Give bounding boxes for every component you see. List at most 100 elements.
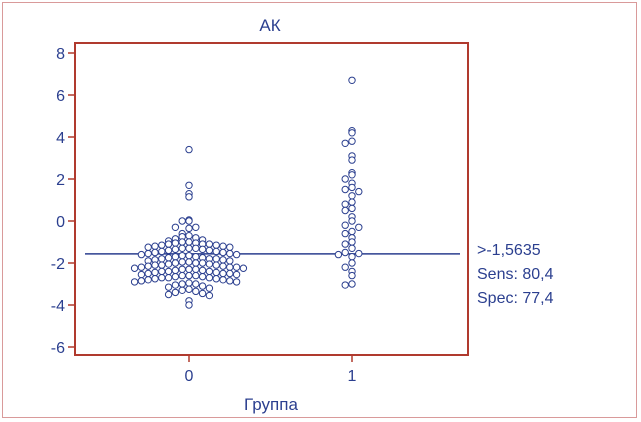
- data-point: [151, 248, 159, 257]
- data-point: [348, 198, 356, 206]
- data-point: [348, 183, 356, 192]
- data-point: [171, 266, 180, 275]
- data-point: [171, 223, 180, 232]
- data-point: [192, 259, 200, 267]
- data-point: [341, 240, 349, 248]
- data-point: [158, 267, 166, 276]
- data-point: [355, 249, 363, 258]
- data-point: [178, 258, 186, 266]
- data-point: [348, 238, 356, 246]
- data-point: [198, 259, 207, 267]
- data-point: [164, 254, 173, 262]
- data-point: [178, 217, 186, 225]
- data-point: [164, 274, 173, 282]
- data-point: [137, 263, 146, 271]
- data-point: [185, 279, 193, 287]
- cutoff-annotation: >-1,5635: [477, 242, 541, 259]
- data-point: [198, 272, 207, 281]
- data-point: [171, 239, 180, 247]
- data-point: [341, 185, 349, 194]
- data-point: [158, 274, 166, 282]
- data-point: [348, 280, 356, 288]
- data-point: [192, 287, 200, 296]
- data-point: [185, 224, 193, 233]
- chart-title: АК: [259, 16, 280, 35]
- data-point: [348, 227, 356, 236]
- data-point: [198, 289, 207, 298]
- y-axis: -6 -4 -2 0 2 4 6 8: [51, 46, 75, 357]
- data-point: [144, 269, 152, 278]
- data-point: [212, 247, 220, 256]
- data-point: [232, 250, 241, 259]
- data-point: [185, 285, 193, 293]
- data-point: [158, 261, 166, 269]
- data-point: [198, 266, 207, 275]
- data-point: [192, 223, 200, 232]
- data-point: [341, 281, 349, 289]
- data-point: [185, 251, 193, 260]
- data-point: [341, 175, 349, 183]
- x-tick-label: 1: [348, 368, 357, 385]
- data-point: [144, 276, 152, 284]
- data-point: [185, 271, 193, 280]
- data-point: [178, 244, 186, 253]
- data-point: [226, 263, 234, 271]
- data-point: [158, 255, 166, 263]
- data-point: [232, 270, 241, 279]
- data-point: [192, 244, 200, 253]
- data-point: [185, 232, 193, 240]
- data-point: [185, 217, 193, 225]
- data-point: [171, 245, 180, 254]
- data-point: [192, 280, 200, 288]
- data-point: [348, 156, 356, 164]
- data-point: [171, 281, 180, 289]
- data-point: [205, 267, 214, 276]
- data-point: [205, 260, 214, 268]
- data-point: [348, 204, 356, 213]
- data-point: [144, 262, 152, 270]
- data-point: [212, 268, 220, 277]
- data-point: [178, 251, 186, 260]
- sensitivity-annotation: Sens: 80,4: [477, 266, 554, 283]
- data-point: [219, 269, 227, 278]
- data-point: [185, 181, 193, 190]
- data-point: [164, 267, 173, 276]
- data-point: [178, 265, 186, 273]
- data-point: [341, 248, 349, 257]
- data-point: [144, 249, 152, 258]
- data-point: [178, 280, 186, 288]
- data-point: [348, 76, 356, 85]
- data-point: [341, 206, 349, 215]
- data-point: [185, 238, 193, 246]
- data-point: [348, 253, 356, 261]
- data-point: [178, 238, 186, 246]
- data-point: [341, 139, 349, 148]
- x-axis-label: Группа: [244, 395, 298, 414]
- data-point: [151, 268, 159, 277]
- data-point: [185, 193, 193, 201]
- x-tick-label: 0: [185, 368, 194, 385]
- data-point: [341, 200, 349, 208]
- data-point: [164, 290, 173, 299]
- specificity-annotation: Spec: 77,4: [477, 290, 554, 307]
- data-point: [151, 275, 159, 283]
- data-point: [158, 247, 166, 256]
- data-point: [212, 241, 220, 249]
- data-point: [348, 244, 356, 253]
- data-point: [348, 137, 356, 145]
- data-point: [151, 242, 159, 250]
- data-point: [226, 243, 234, 251]
- data-point: [219, 256, 227, 264]
- y-tick-label: 2: [56, 172, 65, 189]
- data-point: [219, 242, 227, 250]
- data-point: [239, 264, 248, 272]
- chart-border: [2, 2, 637, 418]
- data-point: [205, 240, 214, 248]
- data-point: [185, 244, 193, 253]
- y-tick-label: 4: [56, 130, 65, 147]
- data-point: [185, 145, 193, 154]
- data-point: [164, 240, 173, 248]
- data-point: [171, 253, 180, 261]
